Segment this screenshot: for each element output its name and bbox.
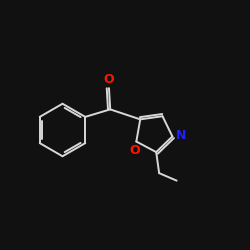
Text: O: O — [129, 144, 140, 157]
Text: O: O — [104, 73, 114, 86]
Text: N: N — [176, 129, 186, 142]
